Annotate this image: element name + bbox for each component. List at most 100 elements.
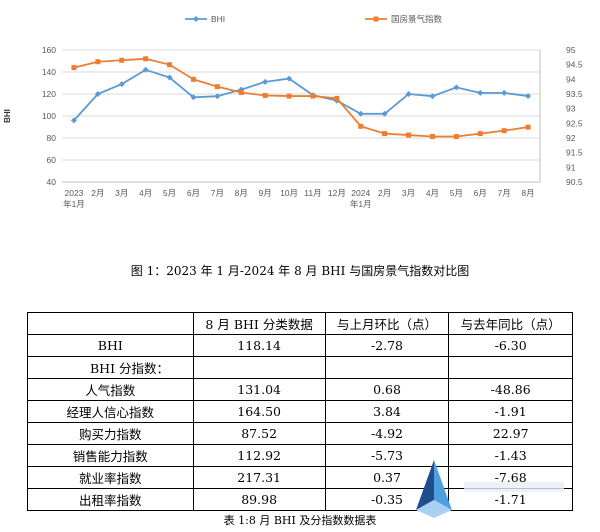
y-tick-label: 160: [42, 45, 56, 55]
x-tick-label: 2月: [378, 188, 391, 198]
table-cell: -6.30: [448, 334, 573, 357]
y2-tick-label: 92.5: [566, 118, 583, 128]
x-tick-label: 8月: [235, 188, 248, 198]
table-row: BHI 分指数：: [27, 356, 573, 379]
legend-marker: [193, 16, 199, 22]
x-tick-label: 3月: [115, 188, 128, 198]
y-tick-label: 100: [42, 111, 56, 121]
data-point: [525, 93, 532, 100]
data-point: [382, 131, 388, 137]
y2-tick-label: 92: [566, 133, 576, 143]
data-point: [501, 128, 507, 134]
figure-caption: 图 1：2023 年 1 月-2024 年 8 月 BHI 与国房景气指数对比图: [130, 264, 470, 278]
x-tick-label: 4月: [426, 188, 439, 198]
row-label: BHI 分指数：: [27, 356, 194, 379]
row-label: 销售能力指数: [27, 444, 194, 467]
series-line: [73, 57, 529, 138]
series-line: [73, 68, 529, 122]
data-point: [310, 93, 316, 99]
data-point: [214, 93, 221, 100]
table-cell: 112.92: [192, 444, 326, 467]
data-point: [190, 76, 196, 82]
x-tick-label: 7月: [498, 188, 511, 198]
y2-tick-label: 94.5: [566, 60, 583, 70]
data-point: [453, 84, 460, 91]
data-point: [214, 84, 220, 90]
data-point: [334, 95, 340, 101]
table-cell: 0.37: [324, 466, 450, 489]
table-cell: 87.52: [192, 422, 326, 445]
bhi-data-table: 8 月 BHI 分类数据 与上月环比（点） 与去年同比（点） BHI 118.1…: [27, 312, 573, 511]
table-caption: 表 1:8 月 BHI 及分指数数据表: [223, 514, 377, 527]
x-tick-label: 5月: [450, 188, 463, 198]
table-cell: -48.86: [448, 378, 573, 401]
data-point: [477, 89, 484, 96]
x-tick-label: 年1月: [63, 199, 85, 209]
row-label: 人气指数: [27, 378, 194, 401]
legend-label: BHI: [211, 14, 225, 24]
table-cell: [448, 356, 573, 379]
table-cell: -1.43: [448, 444, 573, 467]
header-cell: 与上月环比（点）: [324, 312, 450, 335]
table-cell: 22.97: [448, 422, 573, 445]
x-tick-label: 6月: [187, 188, 200, 198]
y2-tick-label: 93: [566, 104, 576, 114]
y-tick-label: 40: [47, 177, 57, 187]
header-cell: 与去年同比（点）: [448, 312, 573, 335]
data-point: [357, 110, 364, 117]
y-tick-label: 60: [47, 155, 57, 165]
data-point: [119, 57, 125, 63]
table-row: 人气指数 131.04 0.68 -48.86: [27, 378, 573, 401]
data-point: [95, 59, 101, 65]
y2-tick-label: 91: [566, 162, 576, 172]
data-point: [453, 134, 459, 140]
x-tick-label: 11月: [304, 188, 321, 198]
data-point: [94, 91, 101, 97]
table-header-row: 8 月 BHI 分类数据 与上月环比（点） 与去年同比（点）: [27, 312, 573, 335]
y2-tick-label: 94: [566, 74, 576, 84]
y2-tick-label: 90.5: [566, 177, 583, 187]
y2-tick-label: 95: [566, 45, 576, 55]
watermark-logo-icon: [416, 460, 564, 518]
table-cell: 0.68: [324, 378, 450, 401]
table-cell: 131.04: [192, 378, 326, 401]
y2-tick-label: 93.5: [566, 89, 583, 99]
row-label: BHI: [27, 334, 194, 357]
data-point: [286, 93, 292, 99]
x-tick-label: 2月: [91, 188, 104, 198]
y-tick-label: 80: [47, 133, 57, 143]
row-label: 出租率指数: [27, 488, 194, 511]
y-tick-label: 120: [42, 89, 56, 99]
table-row: 经理人信心指数 164.50 3.84 -1.91: [27, 400, 573, 423]
x-tick-label: 8月: [521, 188, 534, 198]
row-label: 购买力指数: [27, 422, 194, 445]
x-tick-label: 7月: [211, 188, 224, 198]
x-tick-label: 12月: [328, 188, 346, 198]
table-cell: -1.71: [448, 488, 573, 511]
header-cell: 8 月 BHI 分类数据: [192, 312, 326, 335]
table-cell: 217.31: [192, 466, 326, 489]
x-tick-label: 9月: [259, 188, 272, 198]
table-cell: 118.14: [192, 334, 326, 357]
data-point: [70, 117, 77, 124]
x-tick-label: 3月: [402, 188, 415, 198]
data-point: [118, 81, 125, 88]
y-tick-label: 140: [42, 67, 56, 77]
table-row: 购买力指数 87.52 -4.92 22.97: [27, 422, 573, 445]
x-tick-label: 2024: [351, 188, 370, 198]
x-tick-label: 10月: [280, 188, 298, 198]
table-cell: -2.78: [324, 334, 450, 357]
table-row: 出租率指数 89.98 -0.35 -1.71: [27, 488, 573, 511]
table-row: 就业率指数 217.31 0.37 -7.68: [27, 466, 573, 489]
data-point: [238, 90, 244, 96]
data-point: [143, 56, 149, 62]
legend-marker: [373, 16, 379, 22]
x-tick-label: 年1月: [350, 199, 372, 209]
data-point: [262, 92, 268, 98]
table-cell: [192, 356, 326, 379]
data-point: [358, 123, 364, 129]
data-point: [286, 75, 293, 82]
x-tick-label: 6月: [474, 188, 487, 198]
legend-label: 国房景气指数: [391, 14, 443, 24]
table-cell: 164.50: [192, 400, 326, 423]
